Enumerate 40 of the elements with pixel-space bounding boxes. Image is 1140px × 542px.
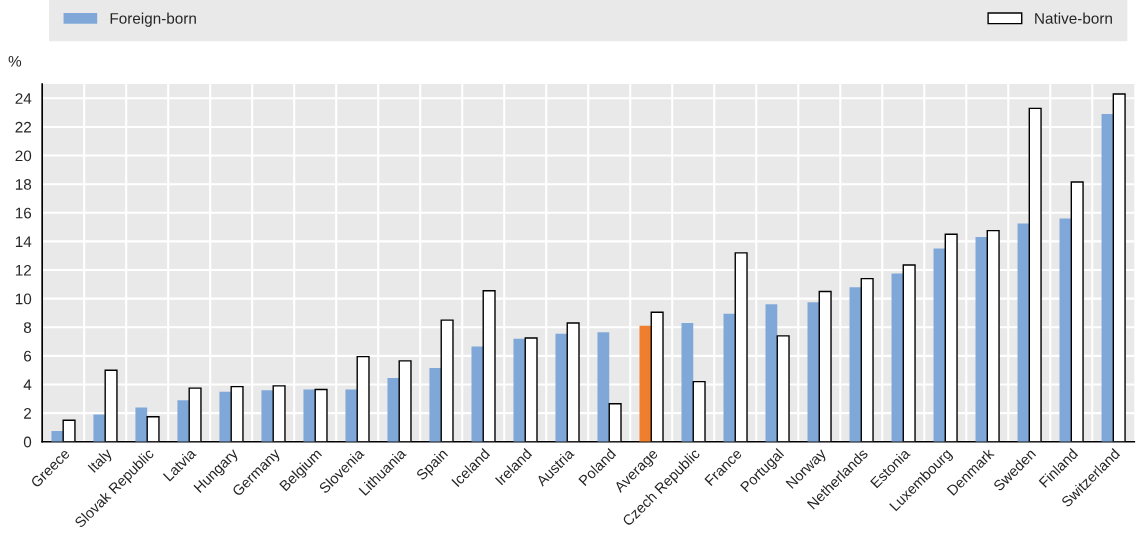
bar <box>975 237 988 442</box>
y-tick-label: 14 <box>15 236 32 247</box>
y-tick-label: 22 <box>15 121 31 133</box>
y-tick-label: 18 <box>15 179 32 190</box>
bar <box>555 333 568 442</box>
bar <box>933 248 946 442</box>
bar <box>429 368 442 442</box>
y-tick-label: 24 <box>15 93 32 104</box>
bar <box>681 322 694 442</box>
bar <box>135 407 148 442</box>
y-tick-label: 12 <box>15 264 31 276</box>
bar <box>597 332 610 442</box>
y-tick-label: 4 <box>23 379 32 391</box>
bar <box>807 302 820 442</box>
bar <box>513 338 526 442</box>
bar <box>345 389 358 442</box>
y-axis-title: % <box>8 55 22 67</box>
y-tick-label: 0 <box>23 436 32 448</box>
legend-label: Native-born <box>1035 12 1112 24</box>
bar <box>261 390 274 442</box>
bar <box>303 389 316 442</box>
bar <box>1017 223 1030 442</box>
bar <box>471 346 484 442</box>
bar <box>387 378 400 442</box>
bar <box>765 304 778 442</box>
y-tick-label: 2 <box>24 407 31 419</box>
bar <box>639 325 652 442</box>
y-tick-label: 20 <box>15 150 32 162</box>
bar <box>849 287 862 442</box>
y-tick-label: 10 <box>15 293 32 305</box>
y-tick-label: 16 <box>15 207 32 219</box>
bar <box>723 313 736 442</box>
y-tick-label: 6 <box>24 350 32 362</box>
legend-label: Foreign-born <box>110 12 196 27</box>
bar <box>219 391 232 442</box>
y-tick-label: 8 <box>23 322 32 333</box>
bar <box>177 400 190 442</box>
bar <box>891 273 904 442</box>
bar <box>1059 218 1072 442</box>
bar <box>1101 114 1114 442</box>
